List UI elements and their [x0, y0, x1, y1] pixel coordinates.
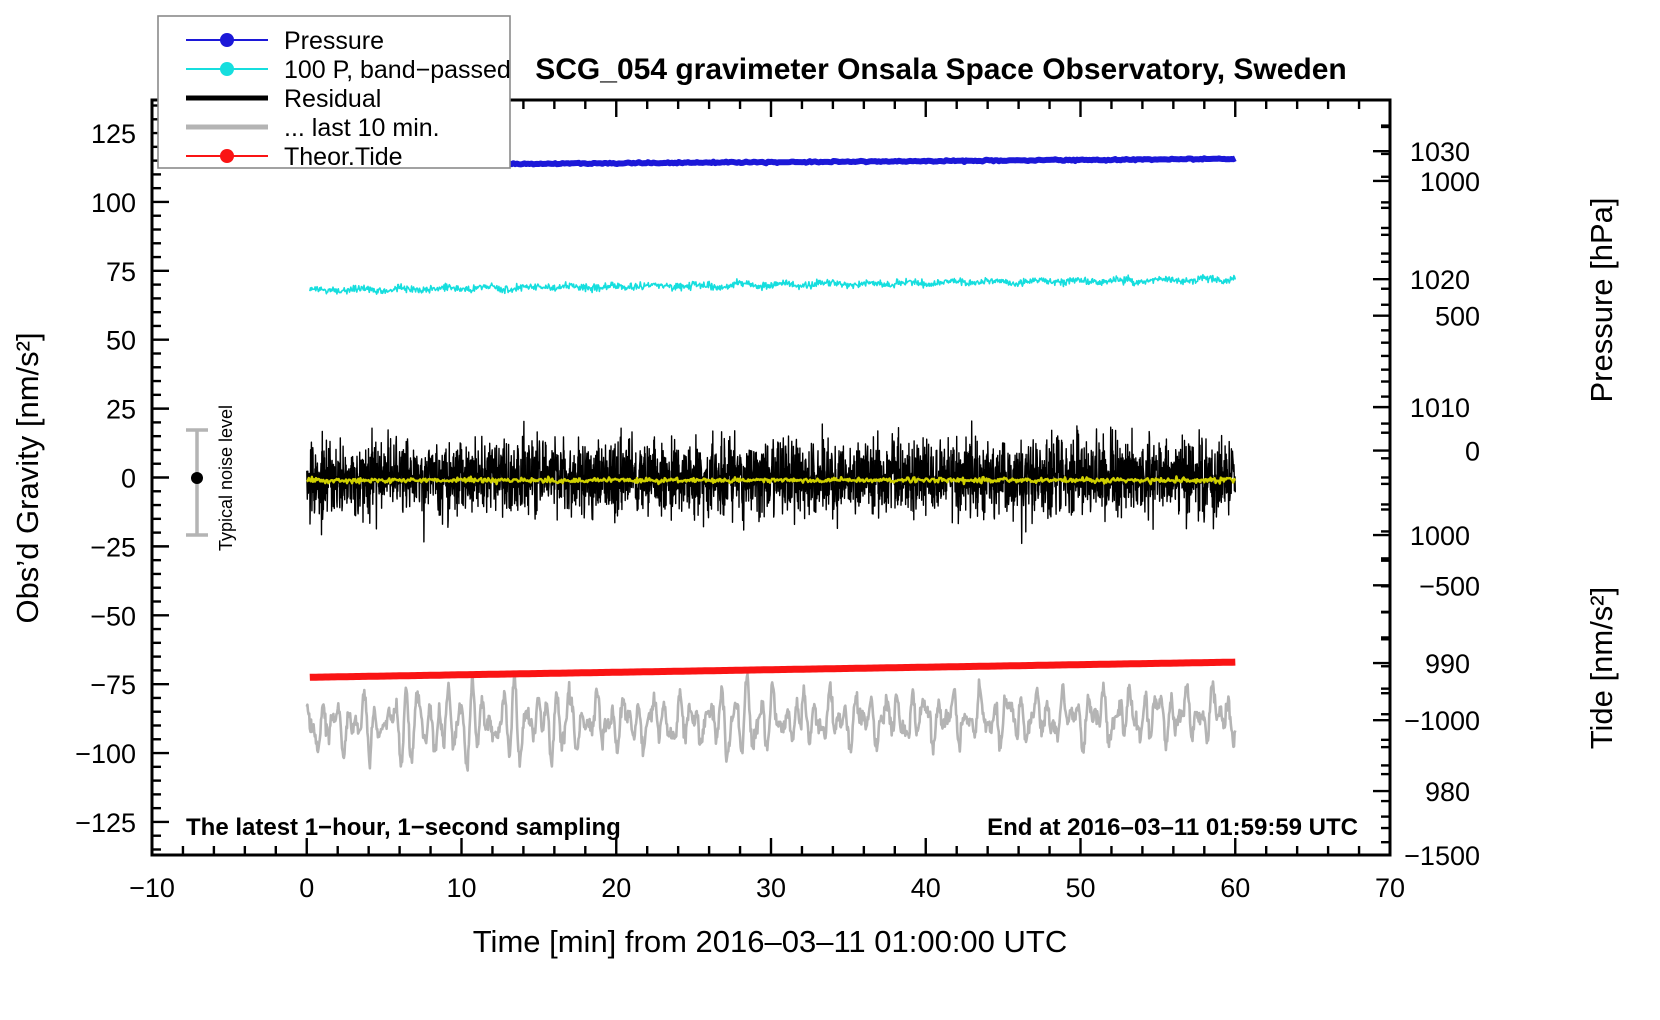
y-axis-title-tide: Tide [nm/s²]: [1584, 587, 1619, 750]
y-axis-title-left: Obs’d Gravity [nm/s²]: [10, 332, 45, 623]
y-tick-label: −50: [90, 601, 136, 631]
x-tick-label: 0: [299, 873, 314, 903]
y-axis-ticks-right: [1373, 98, 1390, 857]
noise-level-annotation: Typical noise level: [186, 405, 236, 551]
x-axis-ticks-bottom: [150, 838, 1392, 855]
noise-level-label: Typical noise level: [216, 405, 236, 551]
x-tick-label: 10: [446, 873, 476, 903]
y-axis-tick-labels-tide: 1000 500 0 −500 −1000 −1500: [1404, 167, 1480, 871]
y-tick-label: −25: [90, 532, 136, 562]
x-tick-label: 50: [1065, 873, 1095, 903]
y-tick-label-tide: −1000: [1404, 706, 1480, 736]
legend-marker: [220, 62, 234, 76]
y-tick-label-tide: 500: [1435, 302, 1480, 332]
series-theortide-line: [309, 658, 1236, 681]
legend-label: Theor.Tide: [284, 143, 403, 171]
x-axis-title: Time [min] from 2016–03–11 01:00:00 UTC: [473, 924, 1067, 959]
legend-marker: [220, 33, 234, 47]
y-axis-tick-labels-left: 125 100 75 50 25 0 −25 −50 −75 −100 −125: [75, 119, 136, 838]
y-axis-title-pressure: Pressure [hPa]: [1584, 197, 1619, 402]
y-tick-label: −125: [75, 808, 136, 838]
legend-label: Residual: [284, 85, 381, 113]
y-tick-label: 75: [106, 257, 136, 287]
y-tick-label: 100: [91, 188, 136, 218]
y-tick-label: 25: [106, 395, 136, 425]
y-tick-label-tide: −1500: [1404, 841, 1480, 871]
annotation-bottom-left: The latest 1−hour, 1−second sampling: [186, 814, 621, 841]
series-pressure-line: [506, 155, 1237, 168]
y-tick-label-tide: 1000: [1420, 167, 1480, 197]
x-tick-label: −10: [129, 873, 175, 903]
y-tick-label: 125: [91, 119, 136, 149]
y-tick-label-tide: 0: [1465, 437, 1480, 467]
y-tick-label-pressure: 990: [1425, 649, 1470, 679]
y-tick-label: 0: [121, 464, 136, 494]
legend-box: [157, 15, 511, 169]
y-tick-label-pressure: 980: [1425, 777, 1470, 807]
series-group: [305, 155, 1237, 772]
y-tick-label: 50: [106, 326, 136, 356]
x-tick-label: 40: [911, 873, 941, 903]
y-tick-label-pressure: 1000: [1410, 521, 1470, 551]
y-tick-label: −75: [90, 670, 136, 700]
legend-label: Pressure: [284, 27, 384, 55]
y-tick-label-tide: −500: [1419, 571, 1480, 601]
y-axis-tick-labels-pressure: 1030 1020 1010 1000 990 980: [1410, 137, 1470, 807]
legend-marker: [220, 149, 234, 163]
chart-title: SCG_054 gravimeter Onsala Space Observat…: [535, 53, 1347, 86]
y-tick-label-pressure: 1010: [1410, 393, 1470, 423]
series-bandpassed-line: [309, 273, 1237, 295]
y-tick-label: −100: [75, 739, 136, 769]
y-tick-label-pressure: 1020: [1410, 265, 1470, 295]
x-axis-tick-labels: −10 0 10 20 30 40 50 60 70: [129, 873, 1405, 903]
legend-label: 100 P, band−passed: [284, 56, 511, 84]
x-tick-label: 20: [601, 873, 631, 903]
series-tidefit-line: [306, 475, 1237, 486]
x-tick-label: 70: [1375, 873, 1405, 903]
x-tick-label: 60: [1220, 873, 1250, 903]
noise-center-dot: [191, 472, 203, 484]
y-tick-label-pressure: 1030: [1410, 137, 1470, 167]
annotation-bottom-right: End at 2016–03–11 01:59:59 UTC: [987, 814, 1358, 841]
series-last10min-line: [305, 672, 1237, 772]
x-tick-label: 30: [756, 873, 786, 903]
legend-label: ... last 10 min.: [284, 114, 440, 142]
